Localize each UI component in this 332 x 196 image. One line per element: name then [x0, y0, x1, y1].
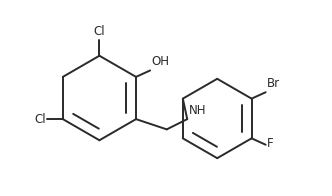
Text: NH: NH — [189, 103, 206, 117]
Text: Cl: Cl — [94, 25, 105, 38]
Text: OH: OH — [151, 55, 169, 68]
Text: F: F — [267, 137, 274, 150]
Text: Br: Br — [267, 77, 280, 90]
Text: Cl: Cl — [35, 113, 46, 126]
